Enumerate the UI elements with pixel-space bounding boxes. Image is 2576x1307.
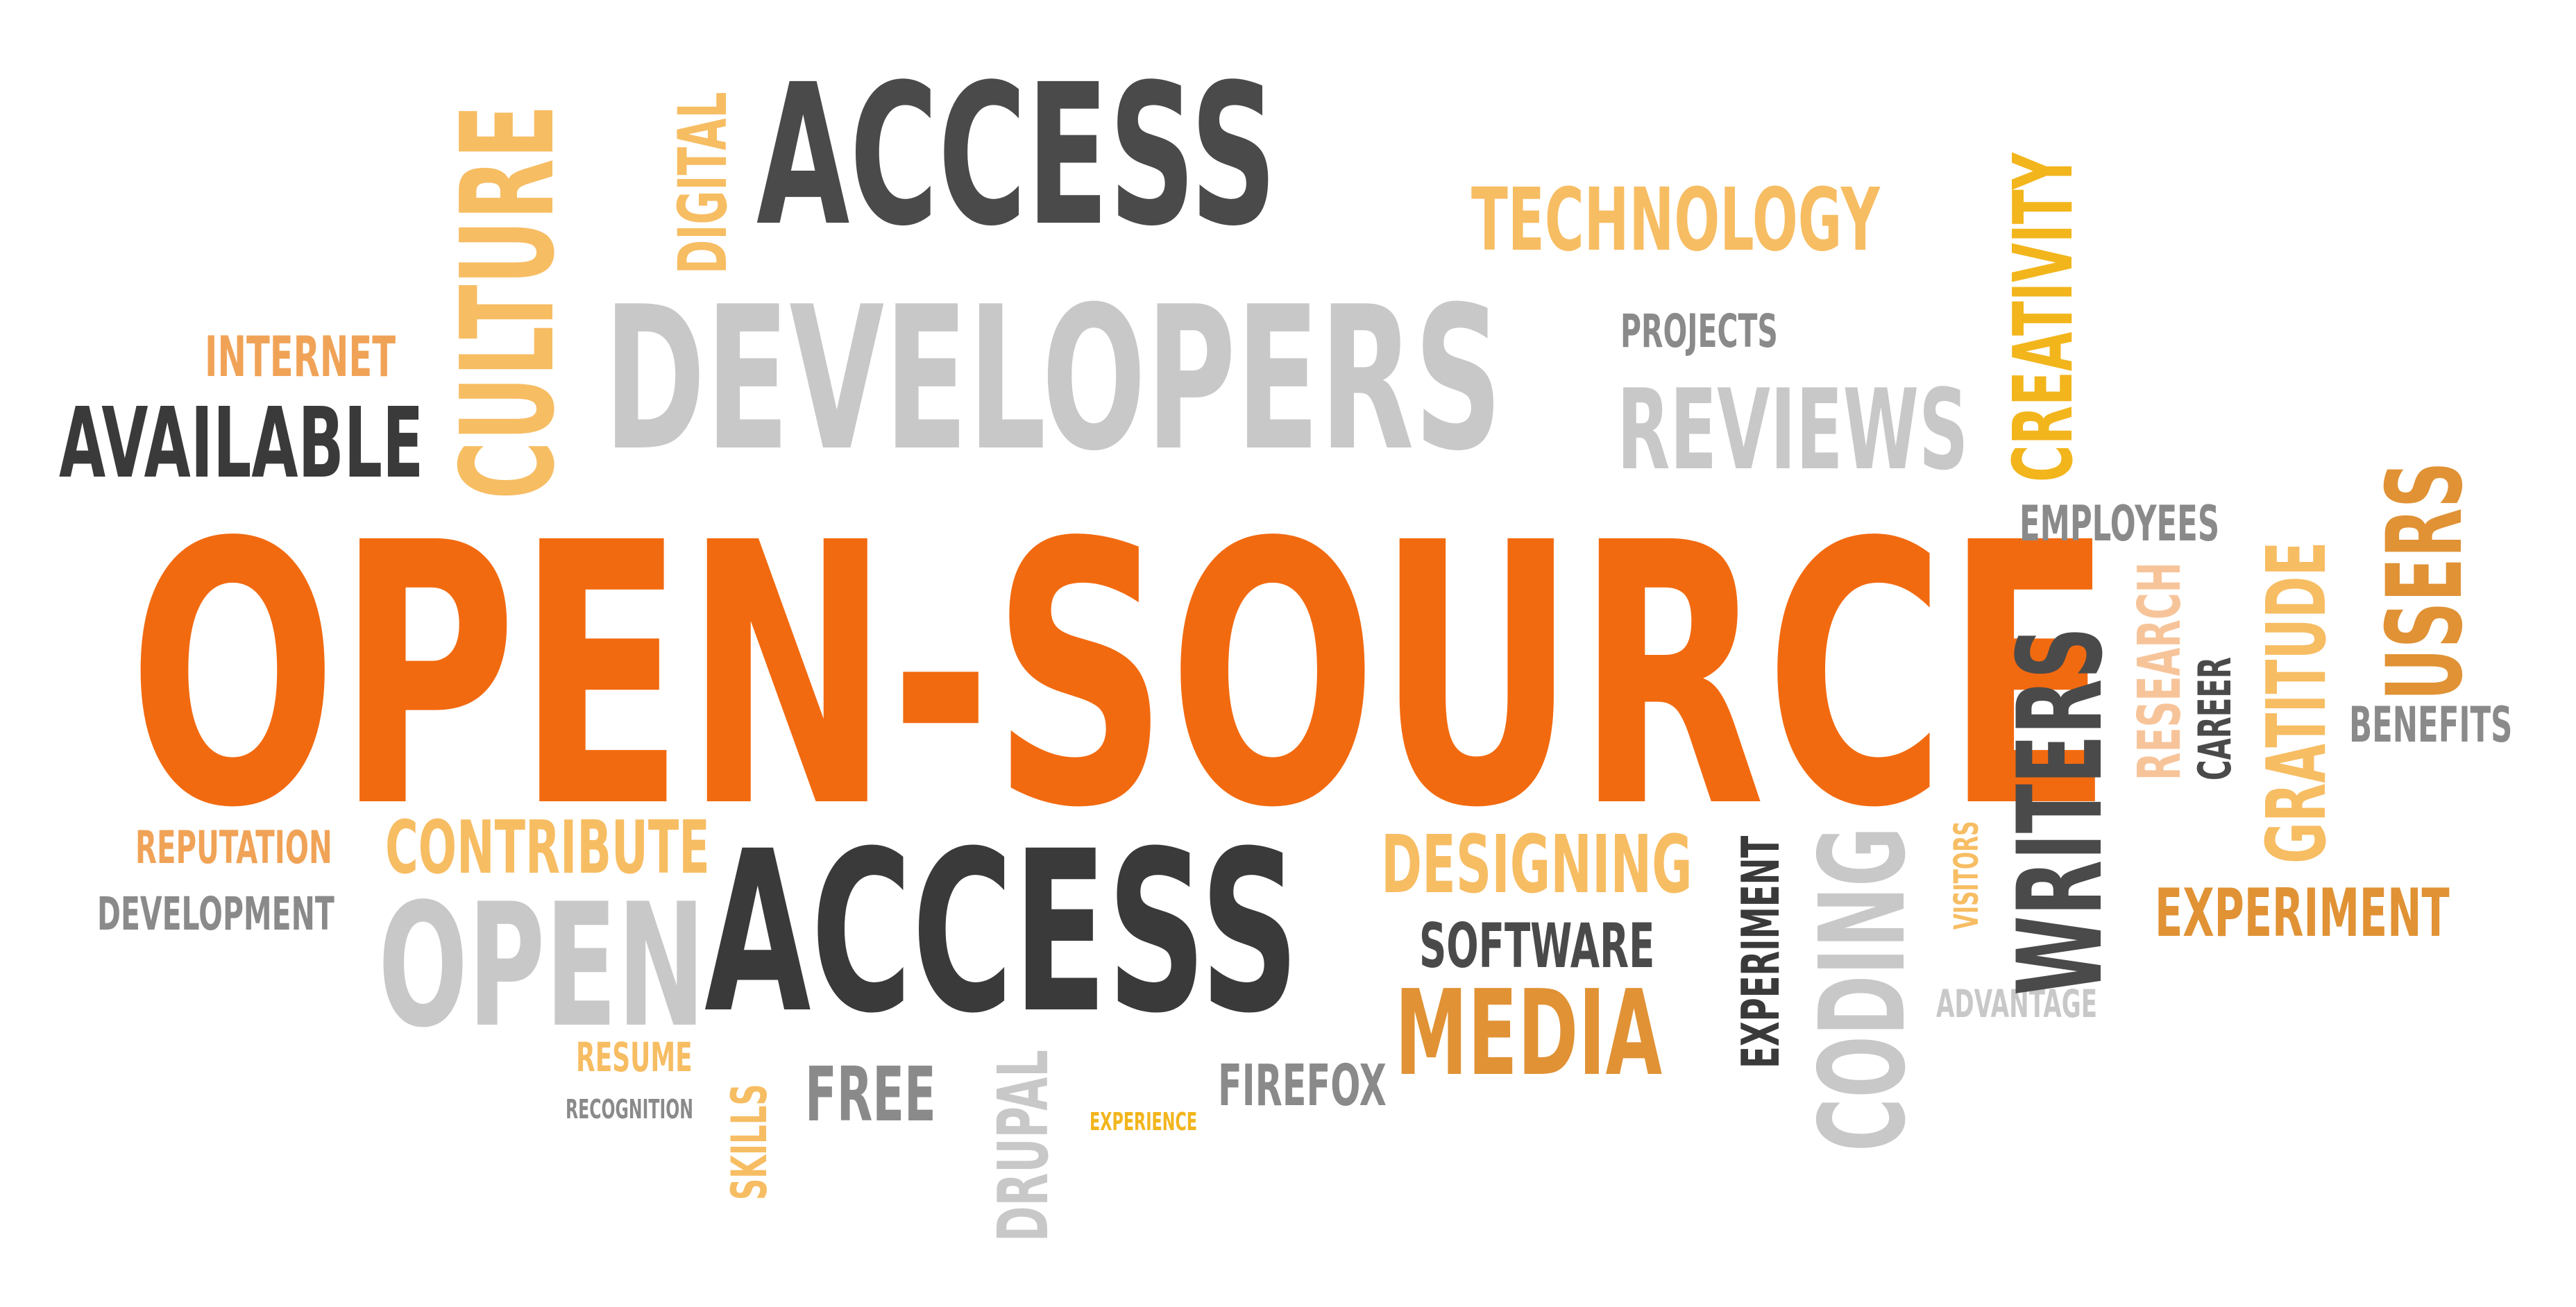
word-developers: DEVELOPERS [604,264,1502,495]
word-experiment-right: EXPERIMENT [2155,875,2450,952]
word-firefox: FIREFOX [1218,1053,1387,1119]
word-visitors: VISITORS [1947,821,1986,930]
word-recognition: RECOGNITION [566,1094,693,1125]
word-contribute: CONTRIBUTE [385,805,710,890]
word-writers: WRITERS [1992,626,2128,996]
word-employees: EMPLOYEES [2019,495,2220,552]
word-culture: CULTURE [433,104,583,499]
word-gratitude: GRATITUDE [2248,541,2344,864]
word-access-top: ACCESS [756,43,1278,269]
word-free: FREE [805,1052,936,1138]
word-projects: PROJECTS [1620,305,1778,358]
word-coding: CODING [1795,826,1932,1152]
word-access-bottom: ACCESS [704,804,1300,1062]
word-experiment-vertical: EXPERIMENT [1730,835,1791,1068]
word-reputation: REPUTATION [135,822,332,874]
word-development: DEVELOPMENT [97,887,334,941]
word-designing: DESIGNING [1381,819,1693,912]
word-software: SOFTWARE [1419,910,1655,982]
word-open-source: OPEN-SOURCE [128,466,2113,887]
word-advantage: ADVANTAGE [1936,982,2097,1026]
word-career: CAREER [2189,657,2242,780]
word-reviews: REVIEWS [1617,365,1969,495]
word-open: OPEN [378,867,706,1065]
word-media: MEDIA [1395,965,1663,1102]
word-benefits: BENEFITS [2349,697,2513,753]
word-creativity: CREATIVITY [1995,153,2091,482]
word-resume: RESUME [576,1034,693,1081]
word-technology: TECHNOLOGY [1471,170,1880,271]
word-available: AVAILABLE [59,387,424,500]
word-research: RESEARCH [2126,562,2194,780]
word-internet: INTERNET [205,325,396,389]
word-experience: EXPERIENCE [1090,1108,1198,1136]
word-skills: SKILLS [721,1084,778,1200]
word-users: USERS [2365,461,2486,701]
word-digital: DIGITAL [664,92,742,274]
word-drupal: DRUPAL [983,1050,1064,1242]
